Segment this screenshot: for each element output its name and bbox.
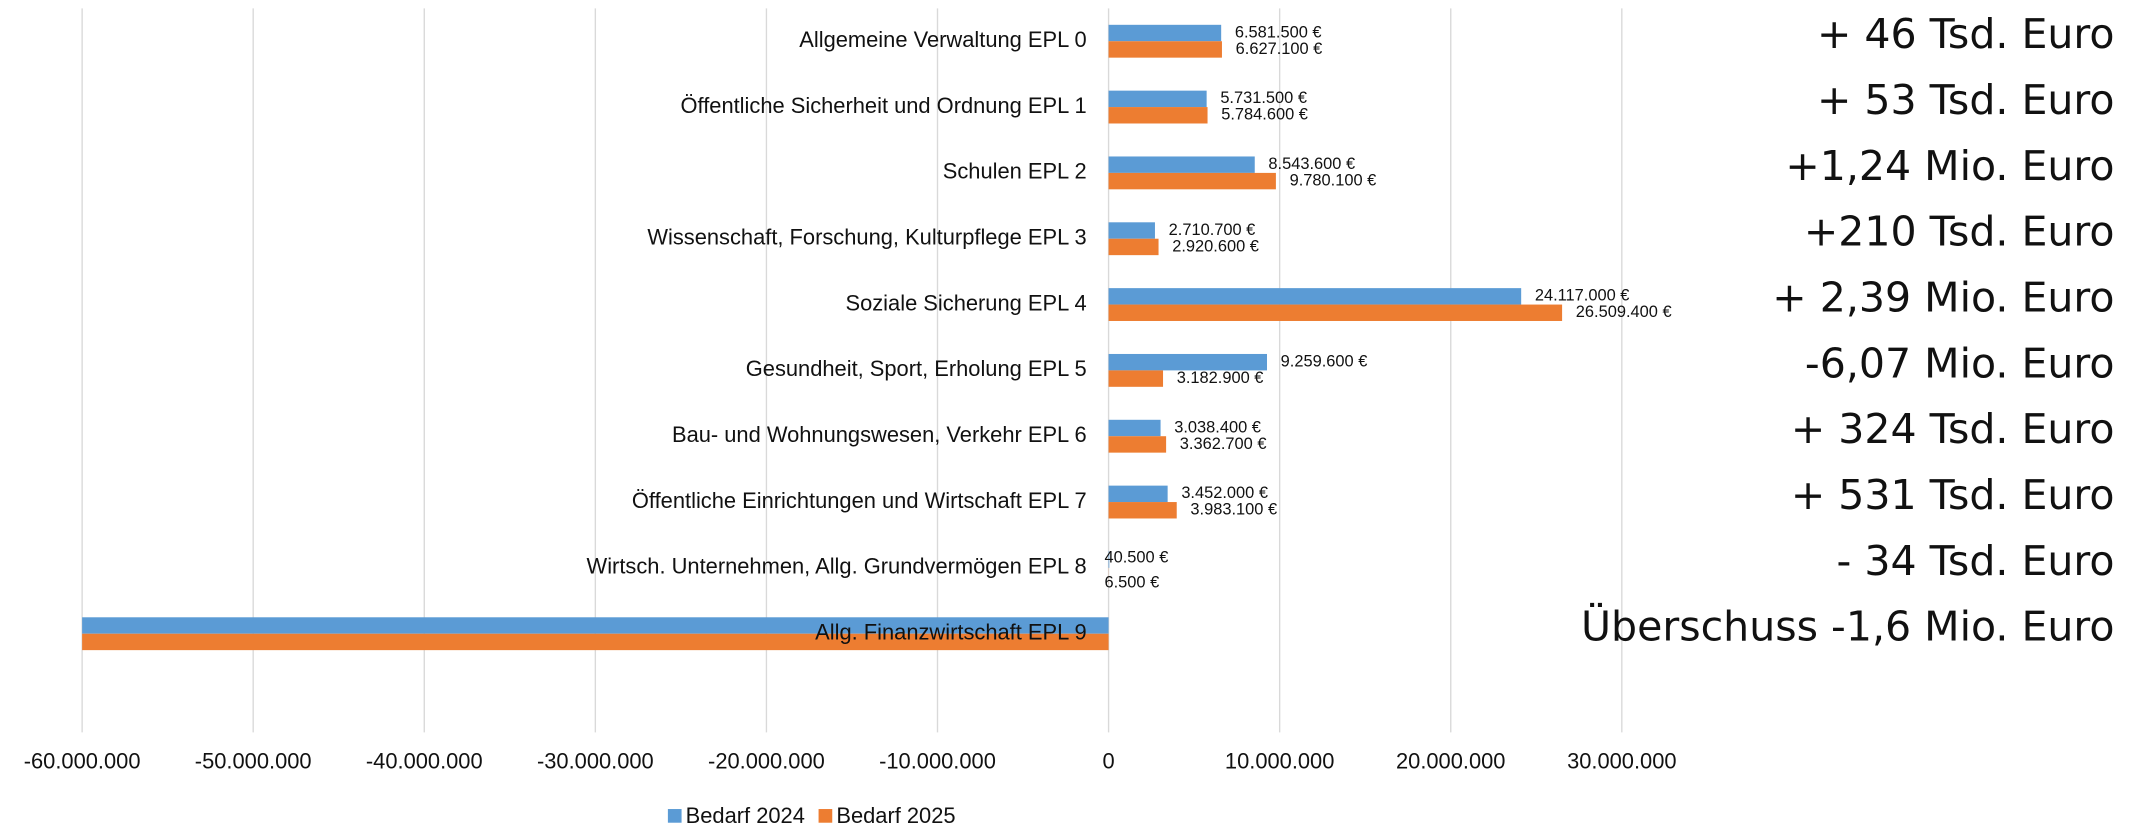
category-label: Schulen EPL 2 bbox=[943, 159, 1087, 184]
data-label: 6.581.500 € bbox=[1235, 23, 1322, 41]
legend-swatch bbox=[667, 809, 682, 823]
data-label: 8.543.600 € bbox=[1268, 155, 1355, 173]
data-label: 3.038.400 € bbox=[1174, 418, 1261, 436]
x-tick-label: 30.000.000 bbox=[1567, 748, 1676, 773]
bar bbox=[1108, 238, 1159, 256]
bar bbox=[1108, 156, 1255, 173]
data-label: 9.780.100 € bbox=[1290, 171, 1377, 189]
bar bbox=[1108, 304, 1563, 321]
data-label: 3.983.100 € bbox=[1190, 501, 1277, 519]
annotation: + 2,39 Mio. Euro bbox=[1772, 273, 2114, 321]
bar bbox=[1108, 41, 1222, 58]
legend-swatch bbox=[818, 809, 833, 823]
annotation: +210 Tsd. Euro bbox=[1804, 208, 2115, 256]
data-label: 9.259.600 € bbox=[1281, 353, 1368, 371]
category-label: Soziale Sicherung EPL 4 bbox=[845, 290, 1086, 315]
bar bbox=[1108, 370, 1164, 387]
annotation: -6,07 Mio. Euro bbox=[1805, 339, 2115, 387]
annotation: - 34 Tsd. Euro bbox=[1837, 537, 2115, 585]
category-label: Allg. Finanzwirtschaft EPL 9 bbox=[815, 619, 1087, 644]
bar bbox=[1108, 436, 1167, 453]
bar bbox=[1108, 419, 1161, 437]
data-label: 2.920.600 € bbox=[1172, 237, 1259, 255]
bar bbox=[1108, 222, 1155, 239]
data-label: 5.731.500 € bbox=[1220, 89, 1307, 107]
category-label: Wirtsch. Unternehmen, Allg. Grundvermöge… bbox=[587, 554, 1087, 579]
x-tick-label: 20.000.000 bbox=[1396, 748, 1505, 773]
annotation: + 531 Tsd. Euro bbox=[1791, 471, 2115, 519]
data-label: 24.117.000 € bbox=[1535, 287, 1630, 305]
data-label: 3.452.000 € bbox=[1181, 484, 1268, 502]
x-tick-label: -20.000.000 bbox=[708, 748, 825, 773]
bar bbox=[1108, 353, 1267, 371]
data-label: 3.182.900 € bbox=[1177, 369, 1264, 387]
data-label: 40.500 € bbox=[1104, 549, 1168, 567]
bar bbox=[1108, 288, 1522, 305]
legend-label: Bedarf 2025 bbox=[836, 803, 955, 827]
x-tick-label: -30.000.000 bbox=[537, 748, 654, 773]
data-label: 3.362.700 € bbox=[1180, 435, 1267, 453]
annotation: + 324 Tsd. Euro bbox=[1791, 405, 2115, 453]
category-label: Gesundheit, Sport, Erholung EPL 5 bbox=[746, 356, 1087, 381]
x-tick-label: 0 bbox=[1102, 748, 1114, 773]
data-label: 6.500 € bbox=[1104, 573, 1159, 591]
annotation: +1,24 Mio. Euro bbox=[1785, 142, 2114, 190]
category-label: Öffentliche Sicherheit und Ordnung EPL 1 bbox=[681, 93, 1087, 118]
annotation: Überschuss -1,6 Mio. Euro bbox=[1581, 603, 2115, 651]
legend-label: Bedarf 2024 bbox=[686, 803, 805, 827]
data-label: 26.509.400 € bbox=[1576, 303, 1672, 321]
bar bbox=[1108, 107, 1208, 124]
bar bbox=[82, 617, 1109, 634]
category-label: Allgemeine Verwaltung EPL 0 bbox=[799, 27, 1086, 52]
category-label: Bau- und Wohnungswesen, Verkehr EPL 6 bbox=[672, 422, 1087, 447]
annotation: + 53 Tsd. Euro bbox=[1817, 76, 2115, 124]
data-label: 5.784.600 € bbox=[1221, 106, 1308, 124]
x-tick-label: -10.000.000 bbox=[879, 748, 996, 773]
data-label: 2.710.700 € bbox=[1169, 221, 1256, 239]
bar bbox=[1108, 90, 1207, 108]
bar bbox=[1108, 485, 1168, 503]
annotation: + 46 Tsd. Euro bbox=[1817, 10, 2115, 58]
bar bbox=[1108, 502, 1177, 519]
x-tick-label: 10.000.000 bbox=[1225, 748, 1334, 773]
category-label: Wissenschaft, Forschung, Kulturpflege EP… bbox=[647, 225, 1086, 250]
bar bbox=[1108, 24, 1222, 42]
bar bbox=[82, 633, 1109, 651]
x-tick-label: -50.000.000 bbox=[195, 748, 312, 773]
bar bbox=[1108, 172, 1276, 190]
category-label: Öffentliche Einrichtungen und Wirtschaft… bbox=[632, 488, 1087, 513]
x-tick-label: -40.000.000 bbox=[366, 748, 483, 773]
bar bbox=[1108, 551, 1110, 568]
data-label: 6.627.100 € bbox=[1236, 40, 1323, 58]
x-tick-label: -60.000.000 bbox=[24, 748, 141, 773]
